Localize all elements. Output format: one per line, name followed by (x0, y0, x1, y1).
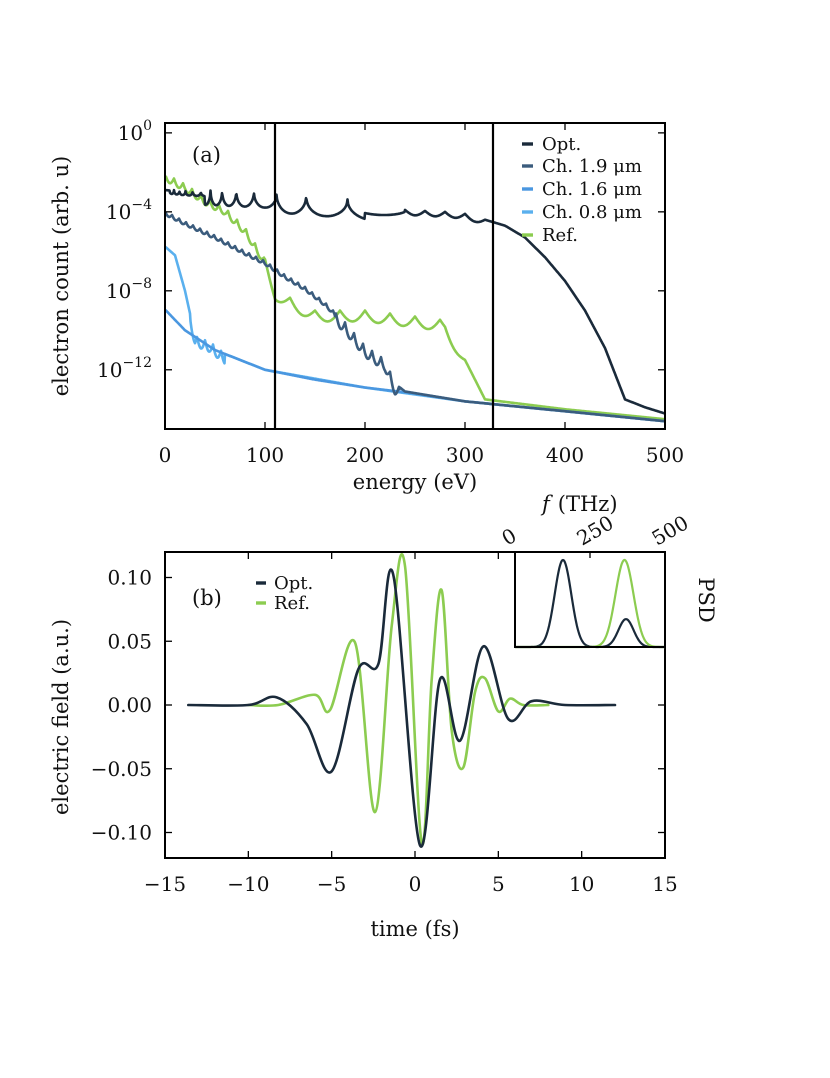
b-xtick-label: −5 (317, 872, 346, 896)
a-legend-label: Ch. 1.6 μm (542, 179, 642, 200)
b-ytick-label: 0.10 (107, 566, 152, 590)
a-ytick-base: 10 (97, 358, 122, 382)
panel-b-label: (b) (192, 586, 222, 610)
a-xtick-label: 400 (546, 443, 584, 467)
a-ytick-label: 10−12 (97, 355, 152, 382)
energy-spectrum-line (164, 309, 666, 423)
b-xtick-label: 0 (409, 872, 422, 896)
b-ytick-label: 0.00 (107, 693, 152, 717)
a-ytick-label: 100 (118, 118, 152, 145)
panel-a-xlabel: energy (eV) (353, 470, 477, 494)
a-ytick-exp: −4 (131, 197, 152, 213)
panel-b-ylabel: electric field (a.u.) (49, 619, 73, 815)
inset-xlabel: f (THz) (540, 492, 618, 516)
panel-b-legend: Opt. Ref. (256, 573, 313, 614)
inset-xtick-label: 250 (573, 510, 618, 550)
b-xtick-label: −10 (227, 872, 269, 896)
a-xtick-label: 300 (446, 443, 484, 467)
electric-field-line (187, 568, 617, 848)
a-legend-label: Ch. 0.8 μm (542, 202, 642, 223)
inset-ylabel: PSD (694, 577, 718, 622)
b-ytick-label: −0.05 (91, 757, 152, 781)
b-ytick-label: −0.10 (91, 821, 152, 845)
a-legend-label: Ch. 1.9 μm (542, 156, 642, 177)
b-legend-label: Ref. (274, 593, 310, 614)
panel-b-xlabel: time (fs) (370, 917, 459, 941)
panel-b: (b) −15 −10 −5 0 5 10 15 0.10 0.05 0.00 … (49, 492, 718, 941)
panel-a-ticks (164, 123, 666, 429)
energy-spectrum-line (164, 188, 666, 415)
inset-xlabel-symbol: f (540, 492, 553, 516)
panel-a-series-group (164, 175, 666, 423)
a-ytick-base: 10 (106, 279, 131, 303)
a-ytick-exp: −12 (122, 355, 152, 371)
panel-a-ylabel: electron count (arb. u) (49, 156, 73, 397)
a-legend-label: Ref. (542, 225, 578, 246)
b-xtick-label: 5 (492, 872, 505, 896)
panel-a-legend: Opt. Ch. 1.9 μm Ch. 1.6 μm Ch. 0.8 μm Re… (522, 134, 642, 246)
inset-xtick-label: 0 (498, 523, 521, 550)
panel-a: (a) 0 100 200 300 400 500 100 10−4 10−8 … (49, 118, 684, 494)
a-xtick-label: 200 (346, 443, 384, 467)
inset-xlabel-unit: (THz) (558, 492, 618, 516)
inset-ticks (514, 552, 666, 558)
a-ytick-exp: 0 (143, 118, 152, 134)
b-xtick-label: −15 (144, 872, 186, 896)
a-ytick-label: 10−8 (106, 276, 152, 303)
a-ytick-exp: −8 (131, 276, 152, 292)
a-xtick-label: 500 (646, 443, 684, 467)
a-ytick-base: 10 (118, 121, 143, 145)
a-ytick-label: 10−4 (106, 197, 152, 224)
a-legend-label: Opt. (542, 134, 581, 155)
inset-xtick-label: 500 (648, 510, 693, 550)
a-xtick-label: 0 (159, 443, 172, 467)
energy-spectrum-line (164, 246, 666, 423)
energy-spectrum-line (164, 175, 666, 421)
a-ytick-base: 10 (106, 200, 131, 224)
b-ytick-label: 0.05 (107, 629, 152, 653)
panel-b-series-group (187, 553, 617, 848)
b-legend-label: Opt. (274, 573, 313, 594)
panel-a-frame (164, 122, 666, 430)
panel-a-label: (a) (192, 143, 221, 167)
b-xtick-label: 15 (652, 872, 677, 896)
energy-spectrum-line (164, 212, 666, 423)
psd-inset: 0 250 500 f (THz) PSD (498, 492, 718, 649)
b-xtick-label: 10 (569, 872, 594, 896)
a-xtick-label: 100 (246, 443, 284, 467)
